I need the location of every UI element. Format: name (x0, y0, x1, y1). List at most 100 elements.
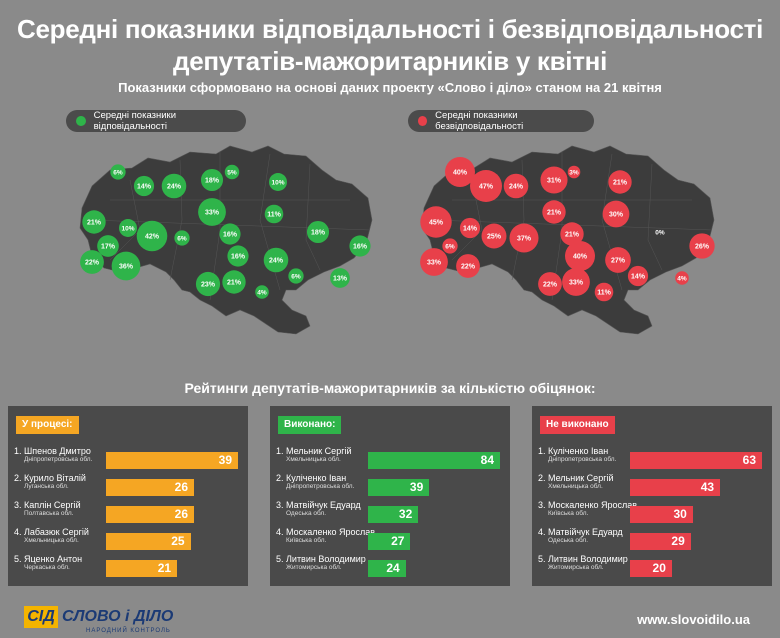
region-bubble (605, 247, 631, 273)
region-bubble (459, 217, 481, 239)
legend-label: Середні показники безвідповідальності (435, 110, 524, 132)
bar-value: 84 (480, 453, 494, 467)
page-title: Середні показники відповідальності і без… (16, 14, 763, 44)
region-bubble (330, 268, 350, 288)
bubble-label: 4% (677, 276, 687, 283)
region-bubble (219, 223, 241, 245)
bar-row: 2. Мельник Сергій Хмельницька обл. 43 (538, 473, 766, 496)
bar-row: 2. Курило Віталій Луганська обл. 26 (14, 473, 242, 496)
region-bubble (562, 268, 590, 296)
region-bubble (97, 235, 119, 257)
region-bubble (110, 164, 126, 180)
deputy-name: 4. Москаленко Ярослав (276, 527, 376, 537)
panel-title: Виконано: (278, 416, 342, 434)
deputy-region: Черкаська обл. (24, 564, 70, 571)
bubble-label: 27% (611, 258, 626, 265)
bubble-label: 24% (167, 184, 182, 191)
bar: 32 (368, 506, 419, 523)
deputy-region: Полтавська обл. (24, 510, 74, 517)
bar-value: 26 (174, 480, 188, 494)
deputy-region: Житомирська обл. (548, 564, 604, 571)
site-link[interactable]: www.slovoidilo.ua (637, 612, 750, 627)
region-bubble (627, 265, 649, 287)
bar-value: 32 (398, 507, 413, 521)
bubble-label: 6% (291, 274, 301, 281)
region-bubble (263, 247, 289, 273)
bar: 63 (630, 452, 762, 469)
bar-row: 5. Литвин Володимир Житомирська обл. 24 (276, 554, 504, 577)
bubble-label: 18% (205, 178, 220, 185)
region-bubble (136, 220, 168, 252)
region-bubble (200, 168, 224, 192)
region-bubble (195, 271, 221, 297)
region-bubble (470, 170, 502, 202)
bubble-label: 14% (463, 226, 478, 233)
bar: 26 (106, 506, 194, 523)
deputy-name: 5. Литвин Володимир (538, 554, 628, 564)
deputy-region: Житомирська обл. (286, 564, 342, 571)
bar: 21 (106, 560, 178, 577)
bubble-label: 4% (257, 290, 267, 297)
bubble-label: 26% (695, 244, 710, 251)
region-bubble (288, 268, 304, 284)
region-bubble (481, 223, 507, 249)
bubble-label: 30% (609, 212, 624, 219)
region-bubble (224, 164, 240, 180)
logo: СІД СЛОВО і ДІЛО НАРОДНИЙ КОНТРОЛЬ (24, 606, 173, 634)
bar: 27 (368, 533, 411, 550)
deputy-region: Хмельницька обл. (24, 537, 79, 544)
bubble-label: 33% (205, 210, 220, 217)
bar-value: 24 (386, 561, 400, 575)
page-subtitle: Показники сформовано на основі даних про… (118, 80, 662, 95)
region-bubble (445, 157, 475, 187)
bubble-label: 10% (271, 180, 284, 187)
bar: 84 (368, 452, 500, 469)
bubble-label: 0% (655, 230, 665, 237)
bubble-label: 25% (487, 234, 502, 241)
bubble-label: 33% (427, 260, 442, 267)
bubble-label: 42% (145, 234, 160, 241)
panel-title: У процесі: (16, 416, 79, 434)
region-bubble (456, 254, 480, 278)
deputy-region: Дніпропетровська обл. (548, 456, 617, 463)
bar-value: 39 (218, 453, 232, 467)
bubble-label: 22% (543, 282, 558, 289)
bubble-label: 16% (223, 232, 238, 239)
deputy-name: 3. Матвійчук Едуард (276, 500, 361, 510)
region-bubble (509, 223, 539, 253)
bubble-label: 6% (445, 244, 455, 251)
bar: 39 (106, 452, 238, 469)
bar-value: 21 (157, 561, 172, 575)
deputy-name: 2. Мельник Сергій (538, 473, 614, 483)
bar: 39 (368, 479, 430, 496)
bubble-label: 21% (87, 220, 102, 227)
panel-title: Не виконано (540, 416, 615, 434)
bar-row: 3. Москаленко Ярослав Київська обл. 30 (538, 500, 766, 523)
bubble-label: 21% (547, 210, 562, 217)
bubble-label: 40% (453, 170, 468, 177)
bubble-label: 33% (569, 280, 584, 287)
bubble-label: 18% (311, 230, 326, 237)
bar-row: 1. Кулiченко Iван Дніпропетровська обл. 63 (538, 446, 766, 469)
deputy-name: 1. Кулiченко Iван (538, 446, 609, 456)
bubble-label: 36% (119, 264, 134, 271)
deputy-name: 3. Каплін Сергій (14, 500, 81, 510)
panel-in-progress: У процесі: 1. Шпенов Дмитро Дніпропетровсь… (8, 406, 248, 586)
region-bubble (198, 198, 226, 226)
region-bubble (269, 173, 287, 191)
deputy-name: 4. Лабазюк Сергій (14, 527, 89, 537)
bar-value: 20 (652, 561, 666, 575)
bubble-label: 6% (113, 170, 123, 177)
region-bubble (675, 271, 689, 285)
deputy-region: Одеська обл. (548, 537, 589, 544)
bar-row: 5. Литвин Володимир Житомирська обл. 20 (538, 554, 766, 577)
bubble-label: 21% (227, 280, 242, 287)
bar-row: 3. Каплін Сергій Полтавська обл. 26 (14, 500, 242, 523)
bar-value: 30 (673, 507, 687, 521)
logo-mark: СІД (24, 606, 58, 628)
bubble-label: 16% (231, 254, 246, 261)
legend-label: Середні показники відповідальності (93, 110, 177, 132)
bubble-label: 6% (177, 236, 187, 243)
region-bubble (227, 245, 249, 267)
bar-value: 43 (700, 480, 715, 494)
